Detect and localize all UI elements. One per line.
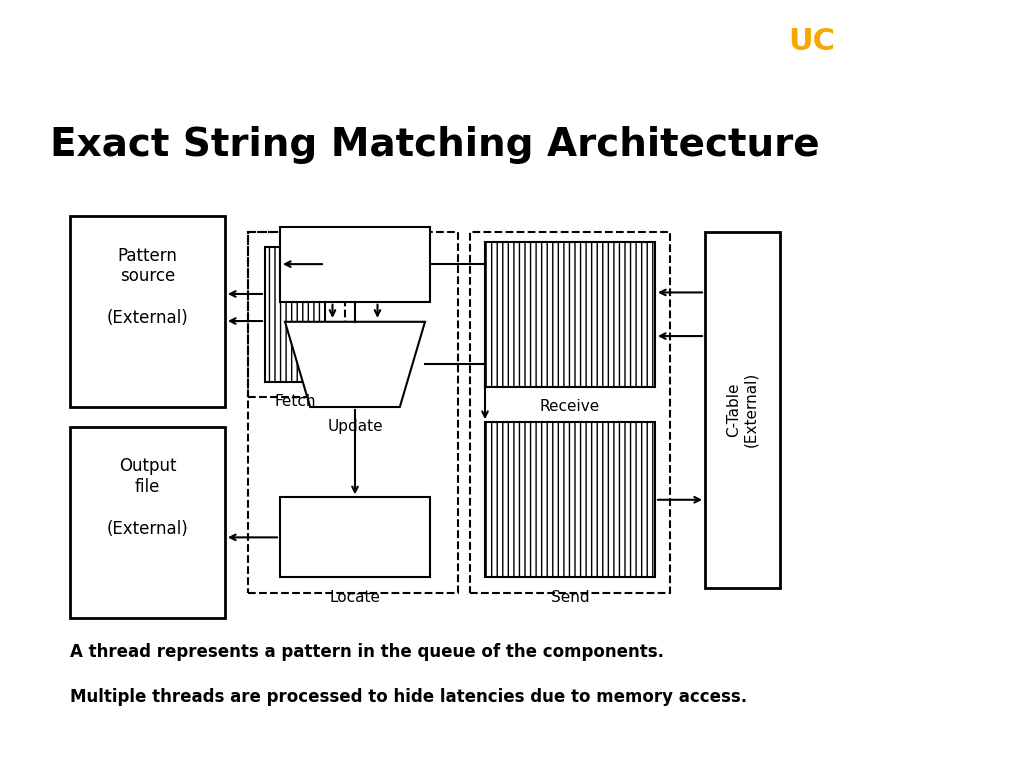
Text: Exact String Matching Architecture: Exact String Matching Architecture (50, 126, 819, 164)
Text: Locate: Locate (330, 590, 381, 604)
Bar (248, 231, 458, 593)
Text: Multiple threads are processed to hide latencies due to memory access.: Multiple threads are processed to hide l… (70, 688, 748, 706)
FancyBboxPatch shape (70, 217, 225, 407)
Text: RIVERSIDE: RIVERSIDE (865, 27, 1024, 56)
Text: UNIVERSITY OF CALIFORNIA: UNIVERSITY OF CALIFORNIA (865, 17, 962, 23)
Text: Fetch: Fetch (274, 394, 315, 409)
Text: Pattern
source

(External): Pattern source (External) (106, 247, 188, 327)
Text: Receive: Receive (540, 399, 600, 414)
FancyBboxPatch shape (705, 231, 780, 588)
Text: A thread represents a pattern in the queue of the components.: A thread represents a pattern in the que… (70, 643, 664, 660)
Text: Send: Send (551, 590, 590, 604)
FancyBboxPatch shape (485, 422, 655, 578)
FancyBboxPatch shape (70, 427, 225, 617)
Text: C-Table
(External): C-Table (External) (726, 372, 759, 447)
Text: Output
file

(External): Output file (External) (106, 457, 188, 538)
Text: Update: Update (328, 419, 383, 434)
FancyBboxPatch shape (485, 242, 655, 387)
Bar (470, 231, 670, 593)
Bar (248, 231, 345, 397)
Polygon shape (285, 322, 425, 407)
FancyBboxPatch shape (280, 227, 430, 302)
Text: UC: UC (788, 27, 836, 56)
FancyBboxPatch shape (265, 247, 325, 382)
Text: UNIVERSITY OF CALIFORNIA, RIVERSIDE: UNIVERSITY OF CALIFORNIA, RIVERSIDE (31, 50, 249, 61)
FancyBboxPatch shape (280, 497, 430, 578)
